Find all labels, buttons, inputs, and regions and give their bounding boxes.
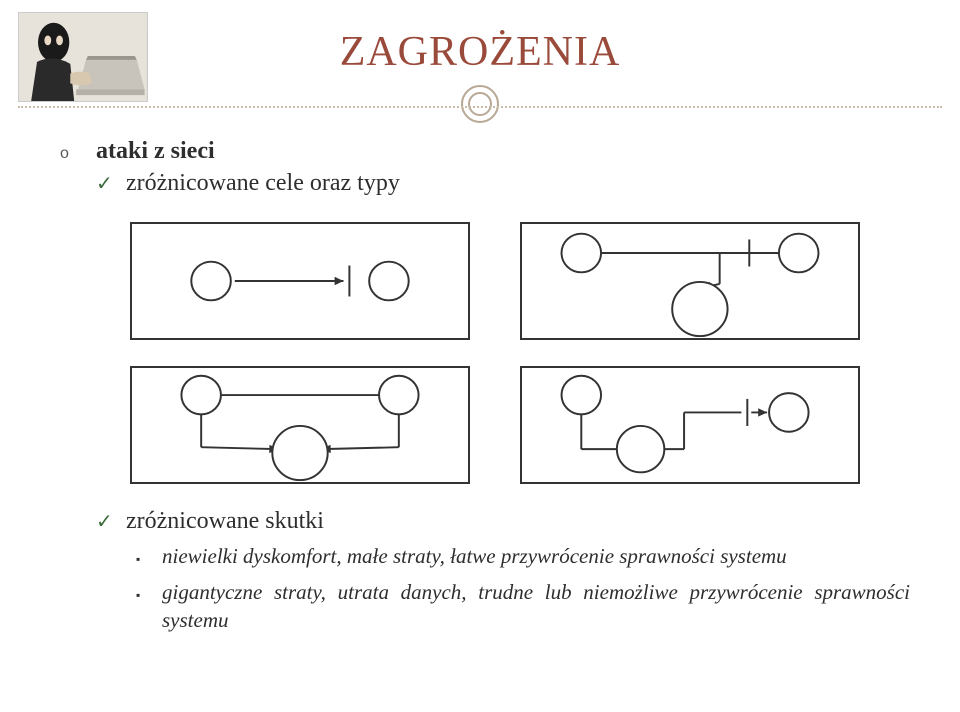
bullet-marker-o: o (60, 140, 96, 168)
diagram-grid (130, 222, 910, 484)
bullet-level1-text: ataki z sieci (96, 138, 215, 165)
square-bullet-icon: ▪ (136, 582, 162, 608)
check-icon: ✓ (96, 508, 126, 536)
diagram-cell-1 (130, 222, 470, 340)
diagram-cell-2 (520, 222, 860, 340)
title-ornament (458, 82, 502, 126)
bullet-level1: o ataki z sieci (60, 138, 910, 168)
check-item-2: ✓ zróżnicowane skutki (96, 508, 910, 536)
sub-item-2-text: gigantyczne straty, utrata danych, trudn… (162, 578, 910, 635)
diagram-cell-4 (520, 366, 860, 484)
check-item-1: ✓ zróżnicowane cele oraz typy (96, 170, 910, 198)
slide: ZAGROŻENIA o ataki z sieci ✓ zróżnicowan… (0, 0, 960, 712)
sub-item-1: ▪ niewielki dyskomfort, małe straty, łat… (136, 542, 910, 572)
page-title: ZAGROŻENIA (0, 28, 960, 76)
sub-item-1-text: niewielki dyskomfort, małe straty, łatwe… (162, 542, 910, 570)
check-item-1-text: zróżnicowane cele oraz typy (126, 170, 400, 197)
diagram-cell-3 (130, 366, 470, 484)
content-area: o ataki z sieci ✓ zróżnicowane cele oraz… (60, 138, 910, 635)
sub-item-2: ▪ gigantyczne straty, utrata danych, tru… (136, 578, 910, 635)
check-icon: ✓ (96, 170, 126, 198)
square-bullet-icon: ▪ (136, 546, 162, 572)
horizontal-divider (18, 106, 942, 108)
check-item-2-text: zróżnicowane skutki (126, 508, 324, 535)
